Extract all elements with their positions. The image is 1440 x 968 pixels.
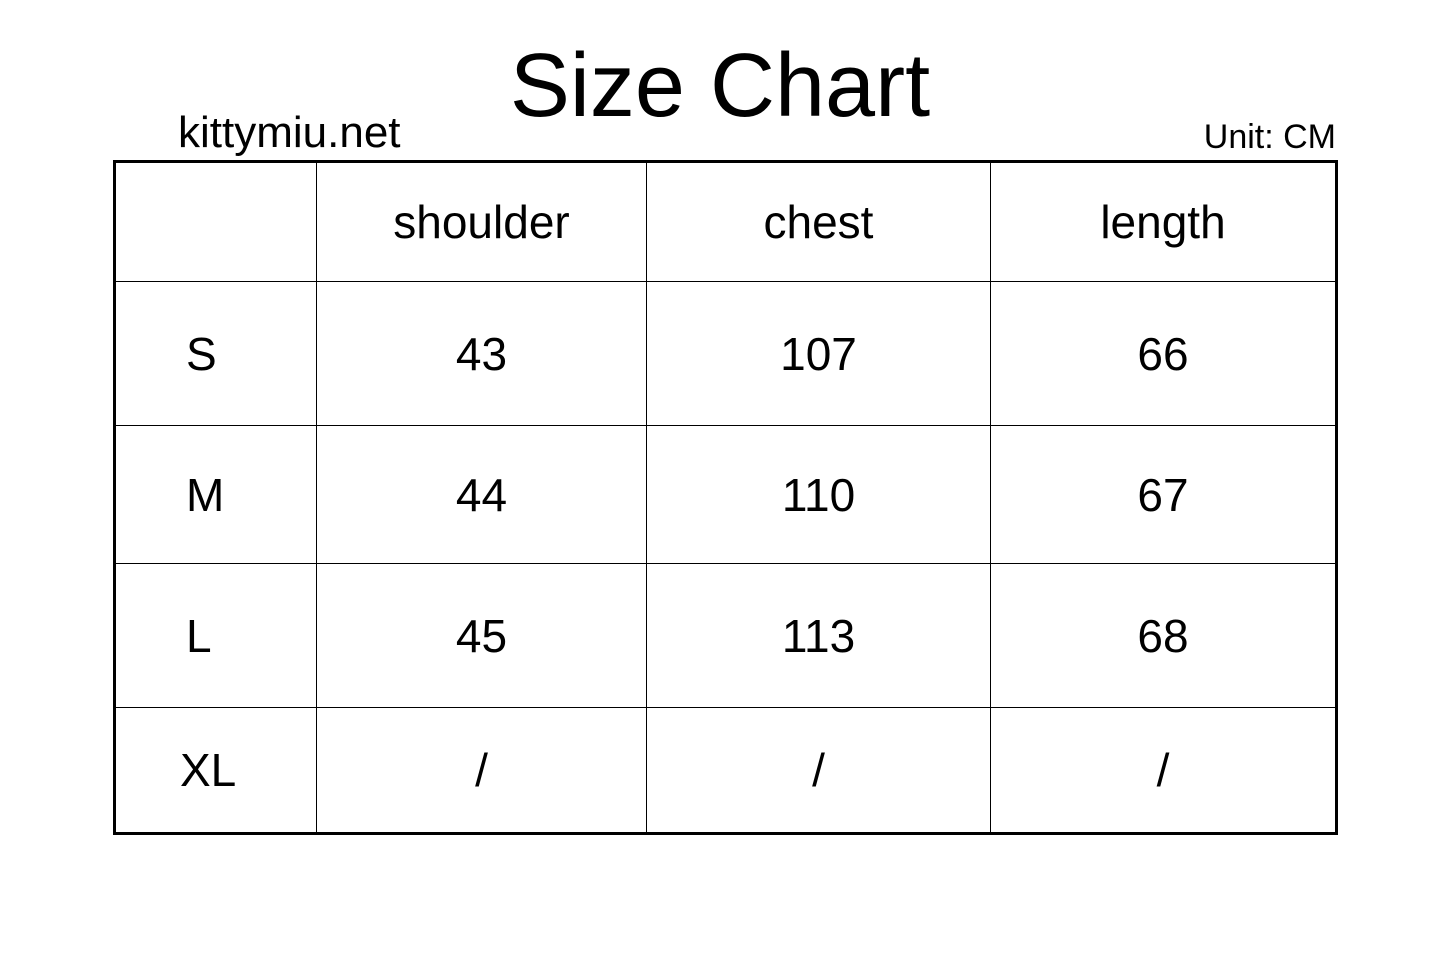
table-row: S 43 107 66 <box>114 281 1337 426</box>
unit-label: Unit: CM <box>1203 118 1336 156</box>
site-name: kittymiu.net <box>178 108 401 157</box>
page-title: Size Chart <box>509 36 931 136</box>
size-cell: L <box>114 563 317 708</box>
size-cell: XL <box>114 707 317 834</box>
size-cell: S <box>114 281 317 426</box>
table-cell: 44 <box>316 425 647 564</box>
table-row: XL / / / <box>114 707 1337 834</box>
table-row: M 44 110 67 <box>114 425 1337 564</box>
table-cell: 107 <box>646 281 991 426</box>
table-cell: / <box>990 707 1337 834</box>
size-cell: M <box>114 425 317 564</box>
header-cell: shoulder <box>316 161 647 282</box>
size-table: shoulder chest length S 43 107 66 M 44 1… <box>113 160 1338 835</box>
header-cell: length <box>990 161 1337 282</box>
table-cell: 110 <box>646 425 991 564</box>
header-row: shoulder chest length <box>114 161 1337 282</box>
table-cell: 66 <box>990 281 1337 426</box>
header-cell <box>114 161 317 282</box>
table-cell: 43 <box>316 281 647 426</box>
table-cell: 68 <box>990 563 1337 708</box>
table-cell: / <box>646 707 991 834</box>
table-row: L 45 113 68 <box>114 563 1337 708</box>
table-cell: / <box>316 707 647 834</box>
table-cell: 67 <box>990 425 1337 564</box>
table-cell: 113 <box>646 563 991 708</box>
header-cell: chest <box>646 161 991 282</box>
table-cell: 45 <box>316 563 647 708</box>
